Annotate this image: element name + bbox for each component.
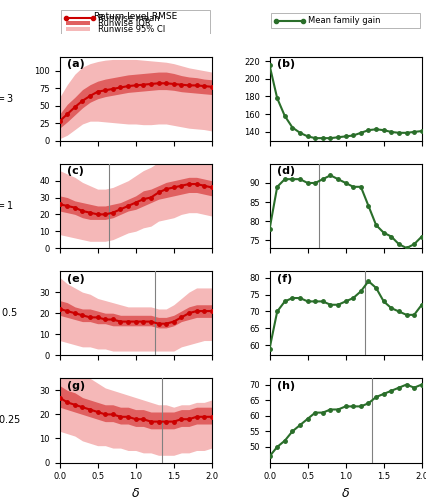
- Text: Runwise IQR: Runwise IQR: [98, 18, 150, 28]
- Text: (f): (f): [277, 274, 293, 283]
- FancyBboxPatch shape: [61, 10, 210, 34]
- Text: Runwise mean: Runwise mean: [98, 14, 159, 22]
- Text: (g): (g): [67, 381, 85, 391]
- Bar: [66, 28, 90, 31]
- FancyBboxPatch shape: [271, 14, 420, 28]
- Text: $F_4 = 3$: $F_4 = 3$: [0, 92, 14, 106]
- Bar: [66, 22, 90, 25]
- X-axis label: $\delta$: $\delta$: [131, 487, 140, 500]
- Text: (e): (e): [67, 274, 85, 283]
- Text: (c): (c): [67, 166, 84, 176]
- Text: Runwise 95% CI: Runwise 95% CI: [98, 25, 165, 34]
- Text: (h): (h): [277, 381, 295, 391]
- Text: Return level RMSE: Return level RMSE: [94, 12, 177, 21]
- Text: Mean family gain: Mean family gain: [308, 16, 380, 25]
- Text: (a): (a): [67, 59, 85, 69]
- X-axis label: $\delta$: $\delta$: [341, 487, 350, 500]
- Text: $F_4 = 1$: $F_4 = 1$: [0, 199, 14, 213]
- Text: $F_4 = 0.5$: $F_4 = 0.5$: [0, 306, 18, 320]
- Text: $F_4 = 0.25$: $F_4 = 0.25$: [0, 414, 21, 428]
- Text: (b): (b): [277, 59, 295, 69]
- Text: (d): (d): [277, 166, 295, 176]
